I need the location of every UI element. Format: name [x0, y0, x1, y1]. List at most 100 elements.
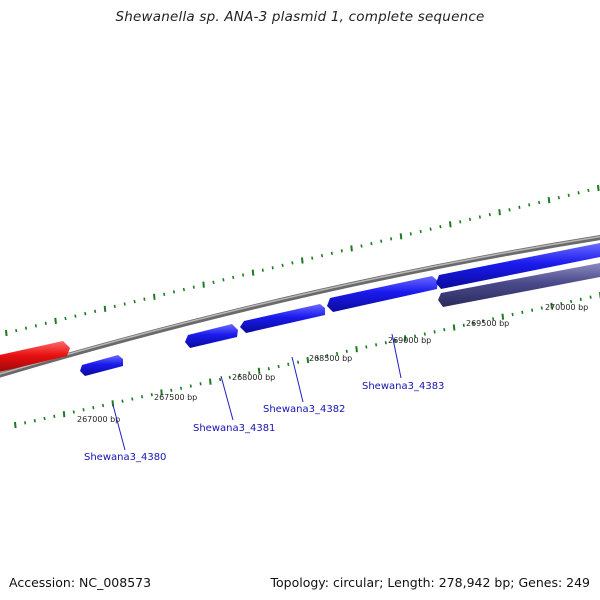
outer-minor-tick	[320, 254, 324, 258]
inner-minor-tick	[219, 377, 222, 382]
outer-minor-tick	[172, 290, 176, 294]
inner-minor-tick	[511, 312, 514, 317]
gene-label-shewana3-4383[interactable]: Shewana3_4383	[362, 381, 444, 392]
inner-major-tick	[501, 313, 505, 320]
tick-label-268000: 268000 bp	[232, 373, 275, 382]
gene-arrow-next[interactable]	[436, 243, 600, 289]
outer-major-tick	[251, 269, 255, 276]
gene-arrow-shewana3-4383[interactable]	[327, 276, 438, 312]
inner-minor-tick	[472, 321, 475, 325]
outer-minor-tick	[291, 261, 294, 265]
leader-line-4380	[112, 404, 126, 451]
inner-minor-tick	[433, 330, 436, 334]
outer-minor-tick	[567, 193, 570, 197]
outer-minor-tick	[409, 232, 412, 236]
outer-major-tick	[54, 317, 57, 324]
outer-minor-tick	[182, 287, 185, 292]
outer-minor-tick	[94, 309, 97, 313]
outer-minor-tick	[380, 239, 383, 243]
outer-minor-tick	[340, 249, 343, 253]
outer-major-tick	[498, 209, 501, 216]
leader-line-4383	[391, 333, 402, 379]
outer-minor-tick	[212, 280, 215, 284]
outer-minor-tick	[518, 205, 521, 209]
outer-major-tick	[301, 257, 304, 264]
outer-minor-tick	[311, 256, 314, 260]
outer-minor-tick	[370, 241, 373, 246]
gene-arrow-red[interactable]	[0, 341, 70, 373]
inner-major-tick	[160, 389, 163, 396]
outer-minor-tick	[64, 316, 67, 321]
inner-minor-tick	[141, 395, 144, 399]
inner-minor-tick	[326, 354, 329, 358]
outer-minor-tick	[24, 326, 28, 330]
outer-minor-tick	[84, 312, 87, 316]
sequence-summary: Topology: circular; Length: 278,942 bp; …	[270, 575, 591, 590]
inner-minor-tick	[180, 386, 183, 390]
outer-minor-tick	[528, 203, 531, 207]
outer-minor-tick	[242, 273, 245, 277]
tick-label-267500: 267500 bp	[154, 393, 197, 402]
inner-major-tick	[209, 378, 212, 385]
outer-minor-tick	[488, 212, 491, 217]
inner-tick-marks	[14, 292, 600, 429]
outer-minor-tick	[133, 299, 136, 304]
inner-minor-tick	[316, 356, 319, 360]
inner-minor-tick	[267, 367, 270, 371]
outer-minor-tick	[587, 188, 590, 193]
outer-minor-tick	[478, 215, 481, 219]
outer-major-tick	[597, 184, 600, 192]
tick-label-269000: 269000 bp	[388, 336, 431, 345]
inner-minor-tick	[443, 328, 446, 332]
inner-major-tick	[404, 335, 407, 342]
gene-leader-lines	[112, 333, 402, 451]
inner-minor-tick	[414, 334, 417, 338]
outer-major-tick	[449, 221, 452, 228]
gene-arrow-shewana3-4380[interactable]	[80, 355, 123, 376]
outer-minor-tick	[468, 217, 472, 222]
inner-minor-tick	[492, 317, 495, 321]
inner-minor-tick	[131, 397, 134, 401]
map-title: Shewanella sp. ANA-3 plasmid 1, complete…	[115, 9, 485, 25]
outer-minor-tick	[538, 200, 541, 205]
outer-major-tick	[153, 293, 156, 300]
outer-major-tick	[350, 245, 353, 252]
outer-minor-tick	[459, 220, 462, 224]
inner-minor-tick	[482, 319, 485, 323]
leader-line-4382	[291, 356, 304, 403]
gene-arrow-reverse[interactable]	[438, 263, 600, 307]
tick-label-270000: 270000 bp	[545, 303, 588, 312]
gene-label-shewana3-4381[interactable]: Shewana3_4381	[193, 423, 275, 434]
inner-minor-tick	[336, 351, 339, 356]
inner-minor-tick	[345, 349, 348, 353]
outer-minor-tick	[271, 266, 274, 270]
inner-minor-tick	[170, 388, 173, 392]
outer-minor-tick	[222, 278, 225, 282]
inner-minor-tick	[238, 373, 241, 377]
inner-minor-tick	[53, 414, 56, 418]
tick-label-269500: 269500 bp	[466, 319, 509, 328]
inner-minor-tick	[277, 364, 280, 369]
gene-label-shewana3-4382[interactable]: Shewana3_4382	[263, 404, 345, 415]
inner-minor-tick	[248, 371, 251, 375]
inner-minor-tick	[365, 345, 368, 349]
outer-major-tick	[202, 281, 205, 288]
outer-minor-tick	[419, 229, 422, 234]
gene-arrow-shewana3-4382[interactable]	[240, 304, 325, 333]
inner-major-tick	[452, 324, 456, 331]
outer-minor-tick	[143, 297, 146, 301]
inner-major-tick	[550, 302, 553, 309]
gene-arrow-shewana3-4381[interactable]	[185, 324, 238, 348]
inner-minor-tick	[579, 297, 582, 301]
outer-minor-tick	[232, 275, 235, 280]
inner-minor-tick	[228, 375, 231, 379]
inner-minor-tick	[540, 306, 543, 310]
outer-minor-tick	[192, 285, 195, 289]
sequence-backbone	[0, 235, 600, 378]
outer-minor-tick	[557, 196, 560, 200]
inner-major-tick	[14, 421, 17, 429]
gene-label-shewana3-4380[interactable]: Shewana3_4380	[84, 452, 166, 463]
inner-minor-tick	[297, 360, 300, 364]
outer-minor-tick	[330, 251, 333, 255]
